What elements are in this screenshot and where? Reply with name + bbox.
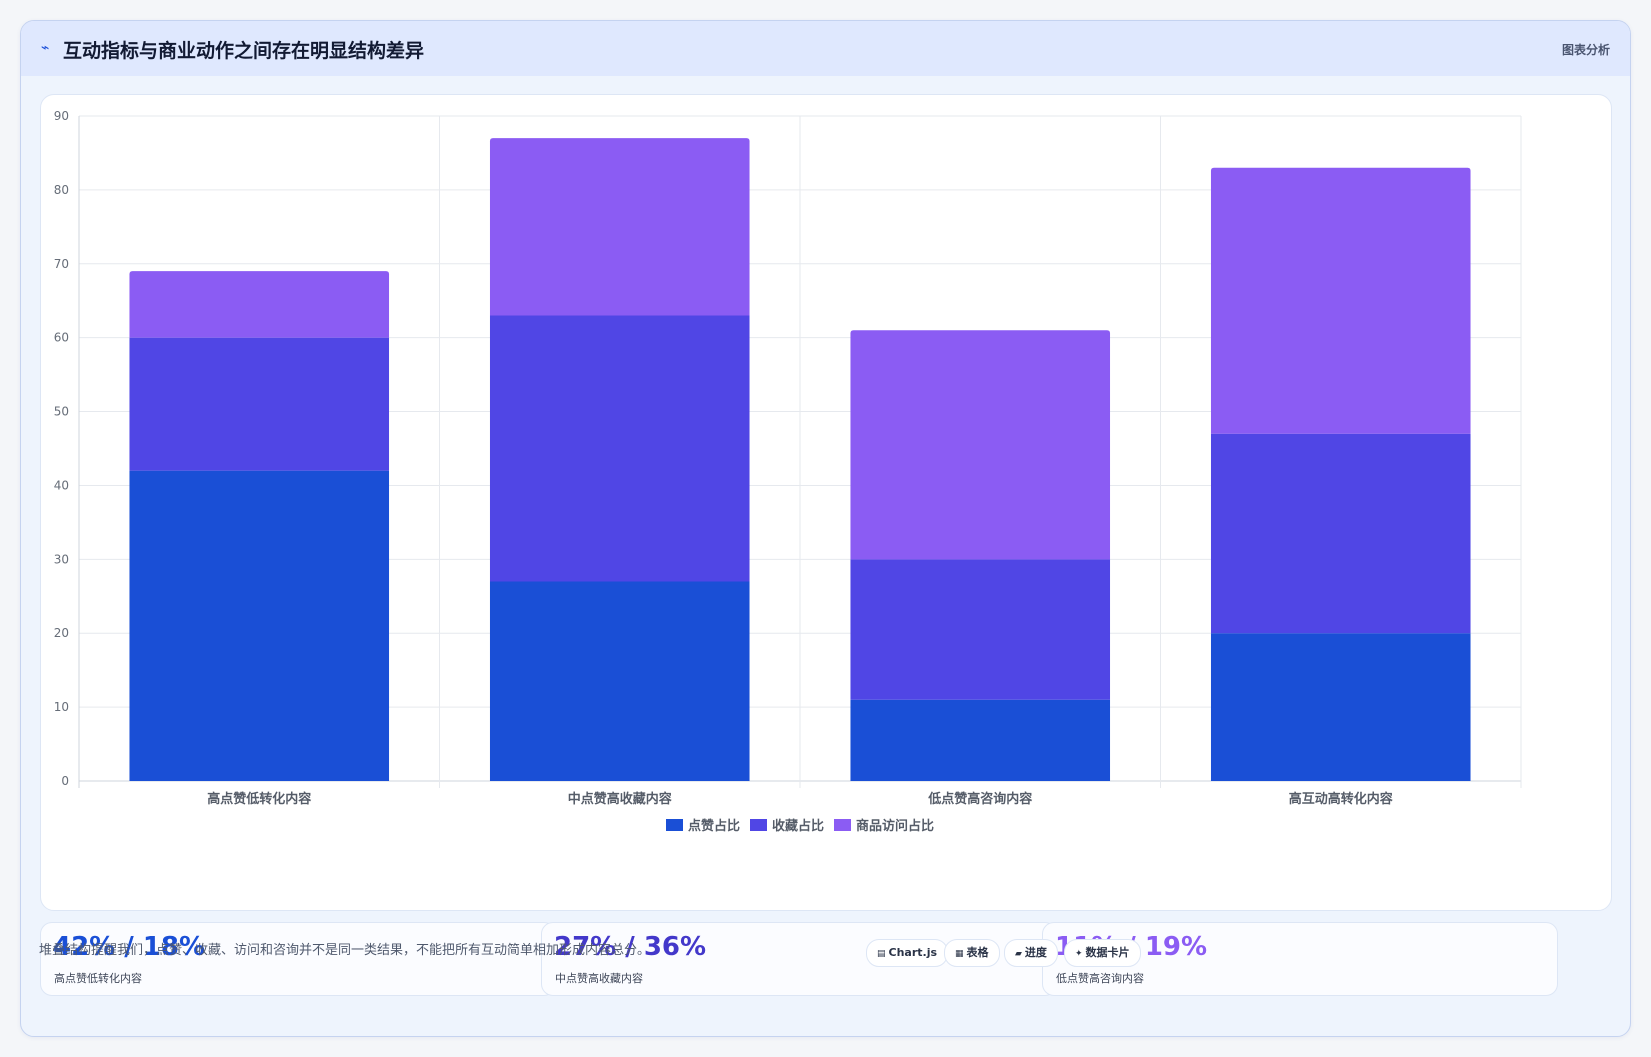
panel-title: 互动指标与商业动作之间存在明显结构差异 [63,40,425,62]
bar-segment [850,330,1111,560]
chart-card: 0 10 20 30 40 50 60 70 80 90 高点赞低转化内容 中点赞高收藏内容 低点赞高咨… [40,94,1612,911]
stat-label-3: 低点赞高咨询内容 [1056,972,1144,985]
chip-label-progress: 进度 [1024,946,1047,959]
stat-label-2: 中点赞高收藏内容 [555,972,643,985]
stacked-bar-chart: 0 10 20 30 40 50 60 70 80 90 高点赞低转化内容 中点赞高收藏内容 低点赞高咨… [54,109,1522,834]
y-tick-label: 80 [54,183,69,197]
y-tick-label: 40 [54,478,69,492]
chart-panel: ⌁ 互动指标与商业动作之间存在明显结构差异 图表分析 0 10 20 30 40 50 60… [20,20,1631,1037]
y-tick-label: 0 [61,774,69,788]
stat-card-3: 11% / 19% 低点赞高咨询内容 [1042,922,1558,996]
legend-swatch [666,819,683,831]
stat-value-2: 27% / 36% [554,932,707,962]
bar-segment [129,470,390,781]
chip-table[interactable]: ▦ 表格 [944,939,1000,967]
y-tick-label: 70 [54,257,69,271]
panel-header: ⌁ 互动指标与商业动作之间存在明显结构差异 图表分析 [21,21,1630,76]
panel-tag: 图表分析 [1561,43,1610,57]
x-category-label: 中点赞高收藏内容 [568,791,672,807]
bar-segment [850,559,1111,700]
y-tick-label: 30 [54,552,69,566]
chart-line-icon: ⌁ [41,40,50,56]
legend-label: 点赞占比 [688,818,740,834]
bar-layer [129,138,1471,781]
legend-label: 收藏占比 [772,818,824,834]
stat-value-1: 42% / 18% [53,932,206,962]
bar-segment [129,271,390,338]
chip-label-table: 表格 [966,946,989,959]
chart-icon: ▤ [877,949,886,959]
x-category-label: 低点赞高咨询内容 [927,791,1032,807]
stat-label-1: 高点赞低转化内容 [54,972,142,985]
x-category-label: 高点赞低转化内容 [207,791,311,807]
legend-swatch [750,819,767,831]
x-category-label: 高互动高转化内容 [1289,791,1393,807]
y-tick-label: 60 [54,331,69,345]
footer-note: 堆叠结构提醒我们，点赞、收藏、访问和咨询并不是同一类结果，不能把所有互动简单相加… [39,943,651,958]
legend: 点赞占比 收藏占比 商品访问占比 [666,818,934,834]
chip-data-card[interactable]: ✦ 数据卡片 [1064,939,1141,967]
sparkle-icon: ✦ [1075,949,1083,959]
bar-segment [489,138,750,316]
bar-segment [1210,633,1471,781]
y-tick-label: 90 [54,109,69,123]
chip-chartjs[interactable]: ▤ Chart.js [866,939,949,967]
bar-segment [1210,167,1471,434]
chip-progress[interactable]: ▰ 进度 [1004,939,1058,967]
y-tick-label: 10 [54,700,69,714]
progress-icon: ▰ [1015,949,1022,959]
legend-swatch [834,819,851,831]
legend-label: 商品访问占比 [856,818,934,834]
chip-label-data-card: 数据卡片 [1085,946,1130,959]
table-icon: ▦ [955,949,964,959]
bar-segment [850,699,1111,781]
y-tick-label: 50 [54,405,69,419]
bar-segment [489,315,750,582]
chip-label-chartjs: Chart.js [888,946,938,959]
label-layer: 0 10 20 30 40 50 60 70 80 90 高点赞低转化内容 中点赞高收藏内容 低点赞高咨… [54,109,1393,807]
bar-segment [489,581,750,781]
bar-segment [129,337,390,471]
y-tick-label: 20 [54,626,69,640]
bar-segment [1210,433,1471,634]
stat-card-1: 42% / 18% 高点赞低转化内容 [40,922,556,996]
